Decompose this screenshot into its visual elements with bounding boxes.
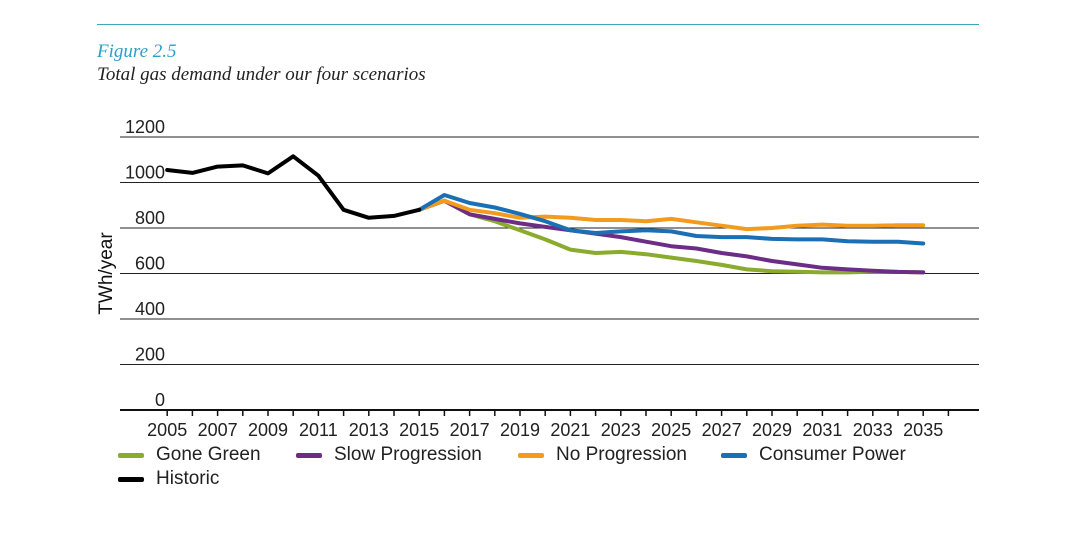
- y-tick-label: 600: [135, 254, 165, 274]
- x-tick-label: 2015: [399, 420, 439, 440]
- x-tick-label: 2005: [147, 420, 187, 440]
- top-rule: [97, 24, 979, 25]
- series-line-slow-progression: [417, 198, 926, 275]
- legend-item-historic: Historic: [118, 468, 219, 490]
- y-axis-label: TWh/year: [96, 232, 117, 315]
- legend-label: Gone Green: [156, 444, 261, 465]
- x-tick-label: 2033: [853, 420, 893, 440]
- series-line-consumer-power: [417, 193, 926, 246]
- x-tick-label: 2011: [299, 420, 338, 440]
- y-tick-label: 200: [135, 345, 165, 365]
- x-tick-label: 2009: [248, 420, 288, 440]
- legend-swatch: [518, 452, 544, 458]
- legend-label: No Progression: [556, 444, 687, 465]
- x-tick-label: 2013: [349, 420, 389, 440]
- y-tick-label: 400: [135, 299, 165, 319]
- x-tick-label: 2035: [903, 420, 943, 440]
- x-tick-label: 2023: [601, 420, 641, 440]
- x-tick-label: 2027: [702, 420, 742, 440]
- legend-swatch: [118, 476, 144, 482]
- legend-item-consumer-power: Consumer Power: [721, 444, 906, 466]
- legend-item-gone-green: Gone Green: [118, 444, 261, 466]
- legend-label: Slow Progression: [334, 444, 482, 465]
- figure-label: Figure 2.5: [97, 41, 177, 62]
- x-tick-label: 2031: [802, 420, 842, 440]
- legend-label: Historic: [156, 468, 220, 489]
- x-tick-label: 2019: [500, 420, 540, 440]
- legend-label: Consumer Power: [759, 444, 906, 465]
- figure-title: Total gas demand under our four scenario…: [97, 64, 426, 85]
- legend-swatch: [296, 452, 322, 458]
- x-tick-label: 2029: [752, 420, 792, 440]
- x-tick-label: 2021: [550, 420, 590, 440]
- x-tick-label: 2007: [198, 420, 238, 440]
- series-line-no-progression: [417, 198, 926, 232]
- legend-item-no-progression: No Progression: [518, 444, 687, 466]
- y-tick-label: 1200: [125, 117, 165, 137]
- chart-legend: Gone Green Slow Progression No Progression…: [118, 444, 978, 492]
- series-line-historic: [165, 154, 422, 220]
- y-tick-label: 0: [155, 390, 165, 410]
- y-tick-label: 800: [135, 208, 165, 228]
- x-tick-label: 2025: [651, 420, 691, 440]
- legend-swatch: [721, 452, 747, 458]
- legend-item-slow-progression: Slow Progression: [296, 444, 482, 466]
- series-line-gone-green: [417, 198, 926, 275]
- legend-swatch: [118, 452, 144, 458]
- y-tick-label: 1000: [125, 163, 165, 183]
- x-tick-label: 2017: [450, 420, 490, 440]
